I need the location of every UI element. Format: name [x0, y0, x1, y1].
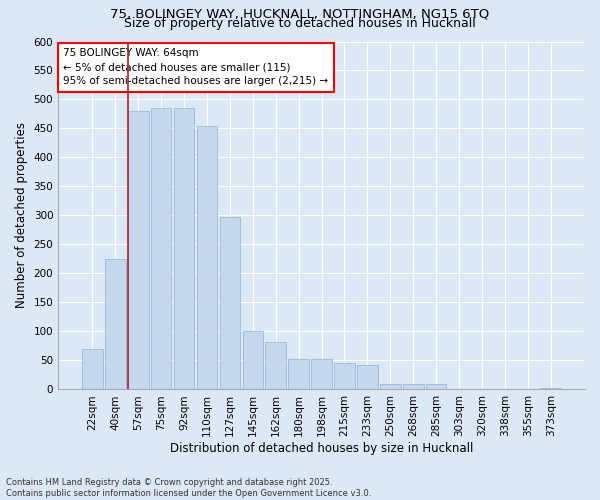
Bar [265, 342, 286, 390]
Bar [128, 111, 149, 390]
Text: 75 BOLINGEY WAY: 64sqm
← 5% of detached houses are smaller (115)
95% of semi-det: 75 BOLINGEY WAY: 64sqm ← 5% of detached … [64, 48, 329, 86]
Bar [197, 126, 217, 390]
Bar [380, 384, 401, 390]
Bar [311, 358, 332, 390]
Bar [105, 259, 125, 390]
Bar [426, 384, 446, 390]
X-axis label: Distribution of detached houses by size in Hucknall: Distribution of detached houses by size … [170, 442, 473, 455]
Bar [403, 384, 424, 390]
Bar [334, 364, 355, 390]
Bar [289, 358, 309, 390]
Text: Contains HM Land Registry data © Crown copyright and database right 2025.
Contai: Contains HM Land Registry data © Crown c… [6, 478, 371, 498]
Bar [220, 216, 240, 390]
Bar [151, 108, 172, 390]
Bar [541, 388, 561, 390]
Text: 75, BOLINGEY WAY, HUCKNALL, NOTTINGHAM, NG15 6TQ: 75, BOLINGEY WAY, HUCKNALL, NOTTINGHAM, … [110, 8, 490, 20]
Bar [357, 365, 378, 390]
Y-axis label: Number of detached properties: Number of detached properties [15, 122, 28, 308]
Bar [242, 332, 263, 390]
Text: Size of property relative to detached houses in Hucknall: Size of property relative to detached ho… [124, 18, 476, 30]
Bar [174, 108, 194, 390]
Bar [82, 349, 103, 390]
